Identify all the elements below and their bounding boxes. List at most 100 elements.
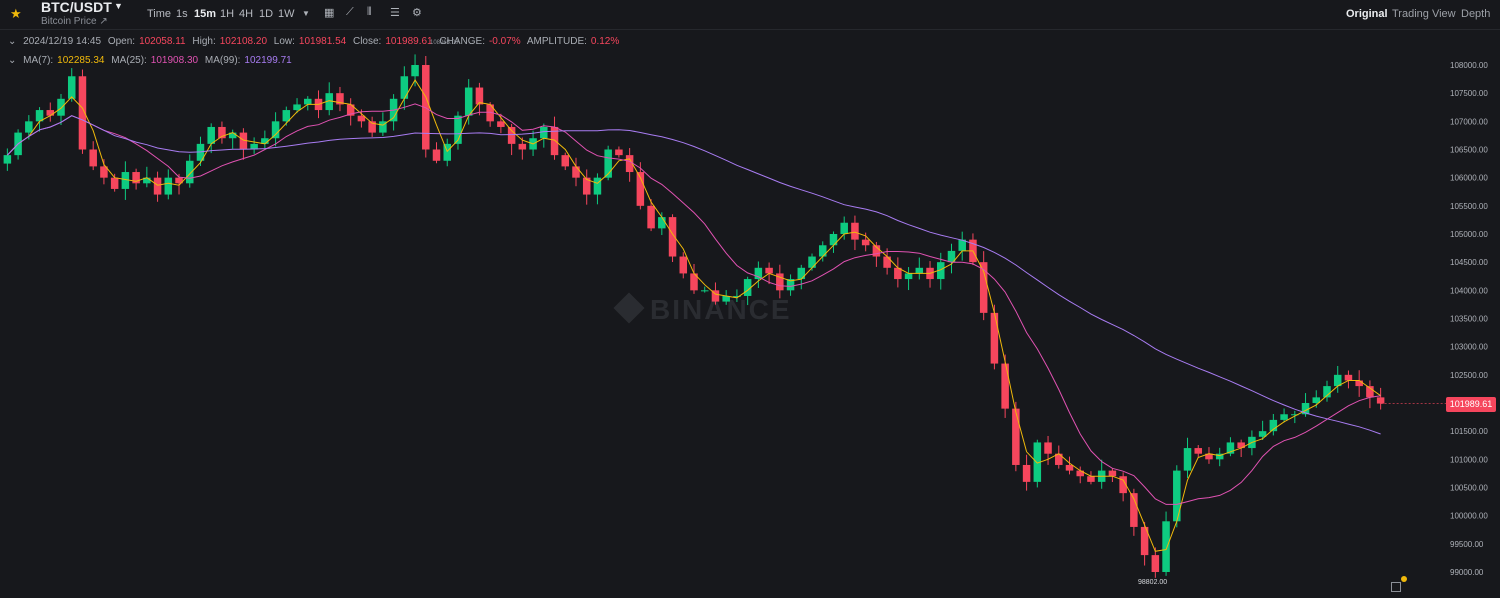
y-tick-label: 106000.00 xyxy=(1450,174,1488,183)
candle-date: 2024/12/19 14:45 xyxy=(23,36,102,47)
candle-body xyxy=(797,267,806,280)
candle-body xyxy=(454,115,462,144)
candle-body xyxy=(894,267,902,280)
candle-body xyxy=(1001,363,1009,409)
candle-body xyxy=(700,290,709,292)
y-tick-label: 104500.00 xyxy=(1450,258,1488,267)
favorite-star-icon[interactable]: ★ xyxy=(10,6,22,21)
candle-body xyxy=(1012,408,1020,465)
open-value: 102058.11 xyxy=(139,36,186,47)
y-tick-label: 100000.00 xyxy=(1450,512,1488,521)
candle-body xyxy=(475,87,484,105)
interval-1w[interactable]: 1W xyxy=(278,8,295,20)
candle-body xyxy=(121,172,130,189)
candle-body xyxy=(1344,374,1353,381)
candle-body xyxy=(1301,403,1310,415)
candle-body xyxy=(239,132,248,150)
candle-body xyxy=(1194,448,1203,454)
interval-15m[interactable]: 15m xyxy=(194,8,217,20)
candle-body xyxy=(175,177,183,184)
y-tick-label: 105500.00 xyxy=(1450,202,1488,211)
candle-body xyxy=(464,87,473,116)
candle-body xyxy=(443,143,451,161)
change-value: -0.07% xyxy=(488,36,521,47)
y-tick-label: 108000.00 xyxy=(1450,61,1488,70)
y-tick-label: 99500.00 xyxy=(1450,540,1484,549)
candle-body xyxy=(1065,464,1074,471)
candle-body xyxy=(1151,555,1160,572)
candle-body xyxy=(872,245,881,257)
candle-body xyxy=(486,104,494,122)
interval-1d[interactable]: 1D xyxy=(259,8,274,20)
candle-body xyxy=(904,273,913,280)
candle-body xyxy=(357,115,366,122)
candle-body xyxy=(432,149,441,161)
low-value: 101981.54 xyxy=(298,36,347,47)
candle-body xyxy=(422,65,430,150)
candle-body xyxy=(293,104,301,111)
toolbar: ★ BTC/USDT ▼ Bitcoin Price ↗ Time 1s 15m… xyxy=(0,0,1500,30)
candle-body xyxy=(1087,476,1095,482)
candle-body xyxy=(1269,419,1278,432)
candle-body xyxy=(368,121,376,133)
candle-body xyxy=(958,239,966,251)
candle-body xyxy=(1108,470,1117,477)
candle-body xyxy=(1140,526,1149,556)
candle-body xyxy=(271,121,280,139)
interval-1s[interactable]: 1s xyxy=(176,8,188,20)
candle-body xyxy=(786,279,795,291)
candle-body xyxy=(282,110,291,122)
candle-body xyxy=(1366,386,1374,398)
chart-type-icon[interactable]: ⫴ xyxy=(367,6,372,18)
interval-4h[interactable]: 4H xyxy=(239,8,254,20)
candle-body xyxy=(1237,442,1245,449)
indicator-icon[interactable]: ☰ xyxy=(390,7,400,19)
candle-body xyxy=(668,217,677,257)
candle-body xyxy=(743,279,752,296)
candle-body xyxy=(572,166,580,178)
view-original[interactable]: Original xyxy=(1346,8,1388,20)
y-tick-label: 102500.00 xyxy=(1450,371,1488,380)
candle-body xyxy=(3,155,12,164)
view-trading-view[interactable]: Trading View xyxy=(1392,8,1456,20)
settings-gear-icon[interactable]: ⚙ xyxy=(412,7,422,19)
symbol-subtitle-link[interactable]: Bitcoin Price ↗ xyxy=(41,16,108,27)
ohlc-info-row: ⌄ 2024/12/19 14:45 Open: 102058.11 High: 1… xyxy=(8,36,623,47)
close-label: Close: xyxy=(352,36,382,47)
candle-body xyxy=(1130,493,1138,527)
y-tick-label: 100500.00 xyxy=(1450,484,1488,493)
symbol-dropdown-icon[interactable]: ▼ xyxy=(114,1,123,11)
candle-body xyxy=(110,177,119,189)
chart-layout-icon[interactable] xyxy=(1391,582,1401,592)
ma99-line xyxy=(7,115,1381,435)
calendar-icon[interactable]: ▦ xyxy=(324,7,335,19)
interval-time[interactable]: Time xyxy=(147,8,172,20)
candle-body xyxy=(218,126,226,139)
candle-body xyxy=(765,267,773,274)
candle-body xyxy=(132,172,140,184)
symbol-title[interactable]: BTC/USDT xyxy=(41,0,112,15)
draw-line-icon[interactable]: ⟋ xyxy=(346,6,354,18)
candle-body xyxy=(733,295,741,297)
candle-body xyxy=(35,110,44,122)
high-label: High: xyxy=(192,36,216,47)
close-value: 101989.61 xyxy=(385,36,433,47)
watermark-text: BINANCE xyxy=(650,294,792,325)
interval-1h[interactable]: 1H xyxy=(220,8,235,20)
ma99-value: 102199.71 xyxy=(244,55,292,66)
y-tick-label: 99000.00 xyxy=(1450,568,1484,577)
collapse-caret-icon[interactable]: ⌄ xyxy=(8,36,17,47)
y-tick-label: 105000.00 xyxy=(1450,230,1488,239)
candle-body xyxy=(46,110,55,116)
candle-body xyxy=(625,155,634,173)
candle-body xyxy=(1076,470,1084,477)
amplitude-label: AMPLITUDE: xyxy=(526,36,587,47)
candle-body xyxy=(636,172,645,206)
more-intervals-icon[interactable]: ▼ xyxy=(302,9,310,18)
ma-collapse-caret-icon[interactable]: ⌄ xyxy=(8,55,17,66)
candle-body xyxy=(325,93,333,111)
view-depth[interactable]: Depth xyxy=(1461,8,1491,20)
candle-body xyxy=(818,245,827,257)
candle-body xyxy=(658,217,666,229)
